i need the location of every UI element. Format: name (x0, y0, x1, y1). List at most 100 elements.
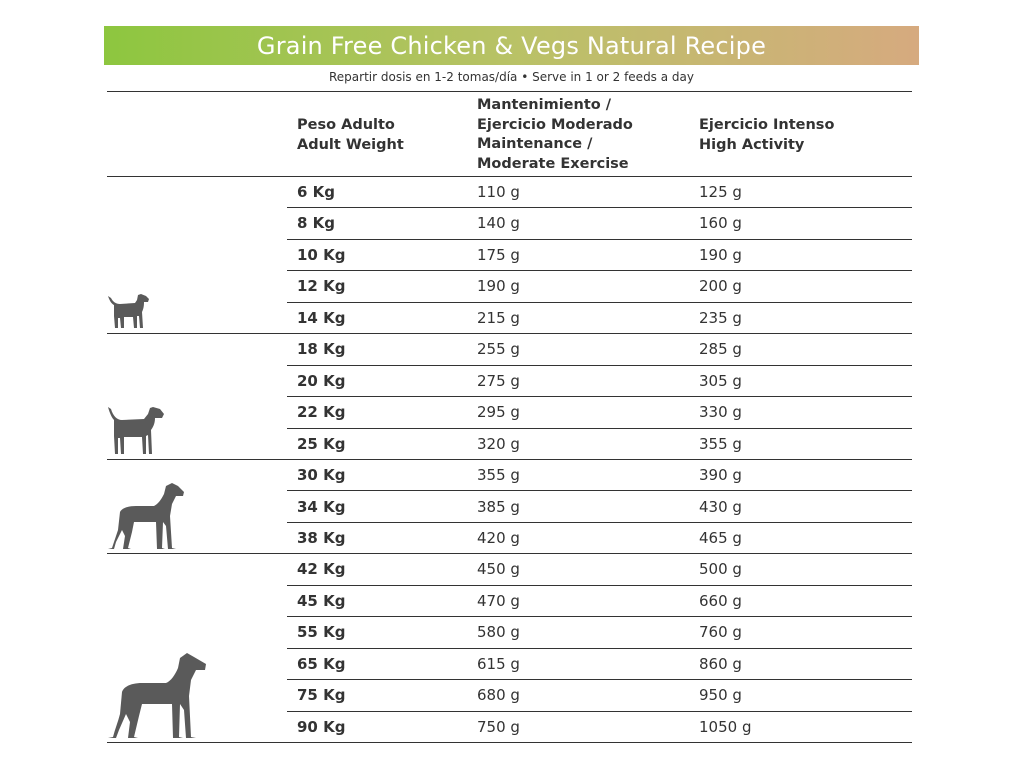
table-row: 18 Kg 255 g 285 g (287, 334, 912, 366)
intense-dose-cell: 660 g (699, 591, 742, 610)
row-rule (287, 616, 912, 618)
giant-dog-icon (108, 653, 206, 738)
table-row: 20 Kg 275 g 305 g (287, 366, 912, 398)
table-row: 30 Kg 355 g 390 g (287, 460, 912, 492)
page-title: Grain Free Chicken & Vegs Natural Recipe (256, 31, 767, 60)
maintenance-dose-cell: 110 g (477, 183, 520, 201)
table-row: 38 Kg 420 g 465 g (287, 523, 912, 555)
row-rule (287, 207, 912, 209)
intense-dose-cell: 200 g (699, 277, 742, 296)
intense-dose-cell: 1050 g (699, 717, 752, 736)
maintenance-dose-cell: 580 g (477, 623, 520, 642)
table-row: 90 Kg 750 g 1050 g (287, 712, 912, 744)
maintenance-dose-cell: 680 g (477, 686, 520, 705)
maintenance-dose-cell: 190 g (477, 277, 520, 296)
table-row: 34 Kg 385 g 430 g (287, 492, 912, 523)
row-rule (287, 521, 912, 523)
adult-weight-cell: 34 Kg (297, 497, 346, 516)
table-row: 25 Kg 320 g 355 g (287, 429, 912, 461)
row-rule (287, 364, 912, 366)
adult-weight-cell: 10 Kg (297, 245, 346, 264)
row-rule (287, 742, 912, 744)
intense-dose-cell: 125 g (699, 183, 742, 201)
header-maintenance-line-2: Ejercicio Moderado (477, 116, 633, 133)
header-weight-line-1: Peso Adulto (297, 117, 395, 133)
intense-dose-cell: 330 g (699, 403, 742, 422)
adult-weight-cell: 22 Kg (297, 403, 346, 422)
header-intense: Ejercicio Intenso High Activity (699, 116, 834, 155)
intense-dose-cell: 860 g (699, 654, 742, 673)
header-weight: Peso Adulto Adult Weight (297, 116, 404, 155)
adult-weight-cell: 8 Kg (297, 214, 336, 233)
table-row: 22 Kg 295 g 330 g (287, 397, 912, 429)
intense-dose-cell: 500 g (699, 560, 742, 579)
adult-weight-cell: 20 Kg (297, 371, 346, 390)
row-rule (287, 427, 912, 429)
table-row: 12 Kg 190 g 200 g (287, 271, 912, 303)
maintenance-dose-cell: 215 g (477, 308, 520, 327)
title-banner: Grain Free Chicken & Vegs Natural Recipe (104, 26, 919, 65)
adult-weight-cell: 14 Kg (297, 308, 346, 327)
intense-dose-cell: 355 g (699, 434, 742, 453)
header-intense-line-2: High Activity (699, 136, 805, 153)
row-rule (287, 301, 912, 303)
intense-dose-cell: 190 g (699, 245, 742, 264)
table-row: 14 Kg 215 g 235 g (287, 303, 912, 335)
adult-weight-cell: 42 Kg (297, 560, 346, 579)
maintenance-dose-cell: 320 g (477, 434, 520, 453)
maintenance-dose-cell: 470 g (477, 591, 520, 610)
row-rule (287, 553, 912, 555)
intense-dose-cell: 305 g (699, 371, 742, 390)
header-top-rule (107, 91, 912, 92)
maintenance-dose-cell: 450 g (477, 560, 520, 579)
header-intense-line-1: Ejercicio Intenso (699, 117, 835, 133)
adult-weight-cell: 12 Kg (297, 277, 346, 296)
group-rule-medium (107, 459, 287, 460)
maintenance-dose-cell: 385 g (477, 497, 520, 516)
table-row: 8 Kg 140 g 160 g (287, 208, 912, 240)
adult-weight-cell: 75 Kg (297, 686, 346, 705)
table-row: 6 Kg 110 g 125 g (287, 177, 912, 209)
adult-weight-cell: 90 Kg (297, 717, 346, 736)
row-rule (287, 238, 912, 240)
table-row: 65 Kg 615 g 860 g (287, 649, 912, 681)
large-dog-icon (108, 483, 184, 549)
intense-dose-cell: 760 g (699, 623, 742, 642)
maintenance-dose-cell: 275 g (477, 371, 520, 390)
group-rule-small (107, 333, 287, 334)
group-rule-large (107, 553, 287, 554)
adult-weight-cell: 45 Kg (297, 591, 346, 610)
maintenance-dose-cell: 750 g (477, 717, 520, 736)
intense-dose-cell: 465 g (699, 528, 742, 547)
intense-dose-cell: 160 g (699, 214, 742, 233)
maintenance-dose-cell: 140 g (477, 214, 520, 233)
row-rule (287, 710, 912, 712)
small-dog-icon (108, 294, 149, 328)
maintenance-dose-cell: 175 g (477, 245, 520, 264)
table-row: 10 Kg 175 g 190 g (287, 240, 912, 272)
header-bottom-rule (107, 176, 912, 177)
subtitle: Repartir dosis en 1-2 tomas/día • Serve … (329, 70, 694, 84)
row-rule (287, 270, 912, 272)
adult-weight-cell: 55 Kg (297, 623, 346, 642)
intense-dose-cell: 430 g (699, 497, 742, 516)
maintenance-dose-cell: 420 g (477, 528, 520, 547)
row-rule (287, 584, 912, 586)
row-rule (287, 459, 912, 461)
intense-dose-cell: 235 g (699, 308, 742, 327)
adult-weight-cell: 30 Kg (297, 466, 346, 485)
table-row: 55 Kg 580 g 760 g (287, 617, 912, 649)
intense-dose-cell: 285 g (699, 340, 742, 359)
adult-weight-cell: 25 Kg (297, 434, 346, 453)
medium-dog-icon (108, 407, 164, 454)
header-maintenance-line-3: Maintenance / (477, 136, 593, 152)
adult-weight-cell: 18 Kg (297, 340, 346, 359)
row-rule (287, 647, 912, 649)
group-rule-giant (107, 742, 287, 743)
header-maintenance-line-4: Moderate Exercise (477, 155, 629, 172)
intense-dose-cell: 390 g (699, 466, 742, 485)
header-maintenance-line-1: Mantenimiento / (477, 97, 612, 113)
row-rule (287, 679, 912, 681)
row-rule (287, 490, 912, 492)
adult-weight-cell: 38 Kg (297, 528, 346, 547)
